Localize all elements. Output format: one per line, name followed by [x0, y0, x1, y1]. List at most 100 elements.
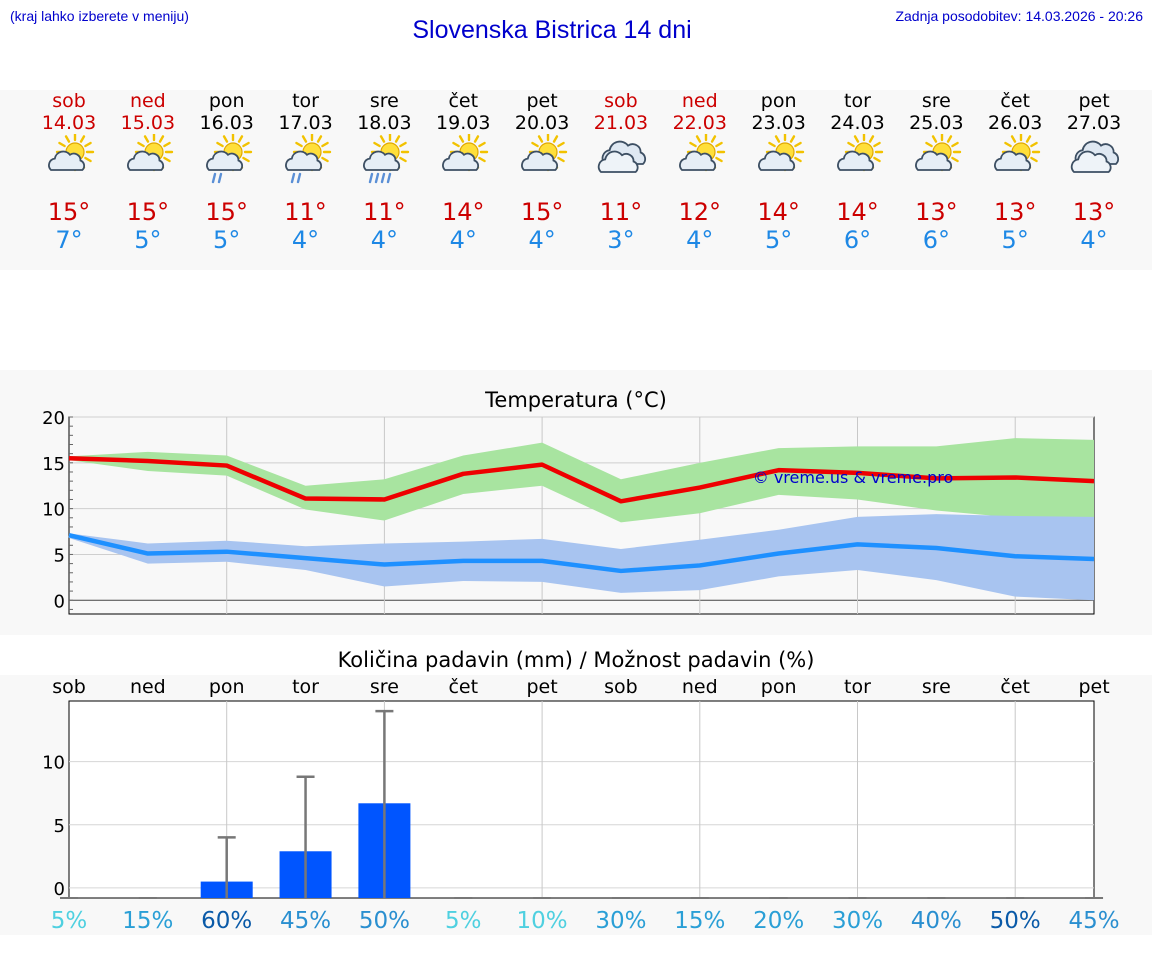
day-name: pet	[1078, 90, 1110, 112]
day-date: 23.03	[751, 112, 806, 134]
min-temp: 7°	[55, 226, 83, 254]
max-temp: 11°	[599, 198, 643, 226]
max-temp: 15°	[47, 198, 91, 226]
day-name: čet	[448, 90, 479, 112]
day-date: 15.03	[120, 112, 176, 134]
day-name: ned	[681, 90, 718, 112]
day-date: 27.03	[1066, 112, 1122, 134]
max-temp: 14°	[836, 198, 879, 226]
max-temp: 12°	[678, 198, 722, 226]
sun-cloud-icon	[521, 134, 568, 172]
day-date: 16.03	[199, 112, 254, 134]
day-date: 21.03	[593, 112, 649, 134]
day-date: 25.03	[909, 112, 964, 134]
x-category-label: sre	[922, 676, 951, 698]
x-category-label: pet	[1078, 676, 1109, 698]
min-temp: 4°	[528, 226, 556, 254]
day-date: 24.03	[830, 112, 885, 134]
min-temp: 5°	[134, 226, 162, 254]
y-tick-label: 10	[42, 500, 65, 521]
day-name: pon	[760, 90, 797, 112]
precip-probability: 20%	[753, 908, 804, 934]
max-temp: 13°	[993, 198, 1037, 226]
precip-probability: 40%	[911, 908, 962, 934]
min-temp: 5°	[213, 226, 241, 254]
sun-cloud-rain-icon	[284, 134, 331, 184]
x-category-label: sre	[370, 676, 399, 698]
min-temp: 6°	[922, 226, 950, 254]
precipitation-chart: 0 5 10 sob ned pon tor sre čet pet sob ned pon tor sre…	[42, 676, 1120, 934]
y-tick-label: 10	[42, 753, 65, 774]
watermark: © vreme.us & vreme.pro	[753, 468, 954, 487]
precip-probability: 50%	[359, 908, 410, 934]
clouds-icon	[597, 140, 646, 173]
max-temp: 13°	[1072, 198, 1116, 226]
max-temp: 15°	[520, 198, 564, 226]
min-temp: 5°	[765, 226, 793, 254]
min-temp: 4°	[291, 226, 320, 254]
day-date: 22.03	[672, 112, 727, 134]
day-name: čet	[1000, 90, 1030, 112]
precip-probability: 60%	[201, 908, 252, 934]
max-temp-band	[69, 438, 1094, 523]
last-updated: Zadnja posodobitev: 14.03.2026 - 20:26	[895, 8, 1143, 24]
y-tick-label: 5	[54, 816, 65, 837]
day-date: 18.03	[357, 112, 412, 134]
sun-cloud-icon	[442, 134, 489, 172]
sun-cloud-icon	[994, 134, 1041, 172]
precip-probability: 5%	[51, 908, 88, 934]
min-temp-line	[68, 533, 1095, 574]
day-date: 19.03	[436, 112, 491, 134]
day-name: pet	[526, 90, 558, 112]
sun-cloud-icon	[126, 134, 174, 172]
x-category-label: pon	[209, 676, 245, 698]
precip-probability: 15%	[674, 908, 725, 934]
day-name: tor	[292, 90, 319, 112]
max-temp: 13°	[915, 198, 958, 226]
min-temp: 4°	[370, 226, 399, 254]
x-category-label: ned	[682, 676, 718, 698]
location-hint: (kraj lahko izberete v meniju)	[10, 8, 189, 24]
day-name: sre	[921, 90, 951, 112]
sun-cloud-icon	[757, 134, 804, 172]
x-category-label: čet	[1000, 676, 1030, 698]
max-temp: 14°	[441, 198, 485, 226]
clouds-icon	[1070, 140, 1120, 173]
y-tick-label: 5	[54, 545, 65, 566]
y-tick-label: 15	[42, 454, 65, 475]
forecast-strip: sob 14.03 15° 7° ned 15.03 15° 5° pon 16.03 15° 5° t…	[0, 90, 1152, 270]
day-date: 26.03	[987, 112, 1043, 134]
temperature-chart: 0 5 10 15 20 © vreme.us & vreme.pro	[42, 408, 1095, 615]
y-tick-label: 0	[54, 879, 65, 900]
max-temp: 11°	[363, 198, 406, 226]
x-category-label: sob	[604, 676, 638, 698]
x-category-label: ned	[130, 676, 166, 698]
precip-probability: 50%	[990, 908, 1041, 934]
day-date: 14.03	[41, 112, 97, 134]
precipitation-chart-title: Količina padavin (mm) / Možnost padavin …	[337, 648, 815, 672]
x-category-label: pon	[761, 676, 797, 698]
precip-probability: 30%	[832, 908, 883, 934]
max-temp: 11°	[284, 198, 327, 226]
day-name: tor	[844, 90, 871, 112]
precip-probability: 45%	[1068, 908, 1119, 934]
precip-probability: 45%	[280, 908, 331, 934]
min-temp: 5°	[1001, 226, 1029, 254]
min-temp: 3°	[607, 226, 635, 254]
sun-cloud-heavy-rain-icon	[363, 134, 410, 184]
day-name: ned	[129, 90, 166, 112]
min-temp: 4°	[1080, 226, 1108, 254]
day-name: sre	[369, 90, 399, 112]
max-temp: 15°	[205, 198, 248, 226]
y-tick-label: 20	[42, 408, 65, 429]
min-temp-band	[69, 514, 1094, 601]
min-temp: 4°	[686, 226, 714, 254]
day-name: pon	[208, 90, 245, 112]
sun-cloud-icon	[678, 134, 725, 172]
sun-cloud-rain-icon	[205, 134, 252, 184]
max-temp-line	[68, 455, 1095, 504]
sun-cloud-icon	[48, 134, 95, 172]
precip-probability: 5%	[445, 908, 482, 934]
x-category-label: pet	[526, 676, 557, 698]
day-name: sob	[604, 90, 638, 112]
